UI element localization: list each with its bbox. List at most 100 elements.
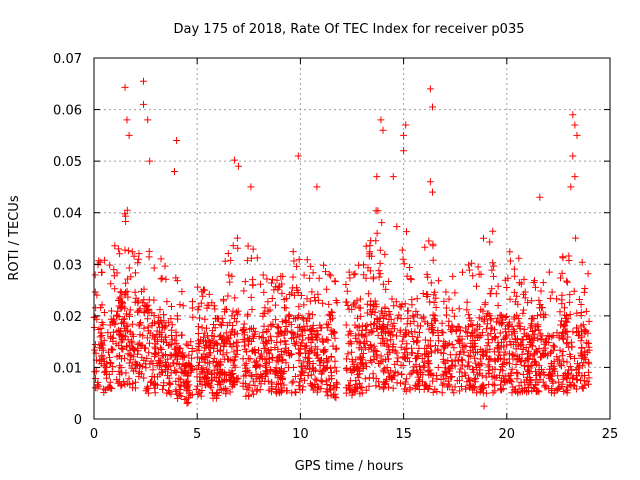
data-point bbox=[187, 338, 195, 346]
data-point bbox=[311, 366, 319, 374]
data-point bbox=[439, 370, 447, 378]
data-point bbox=[122, 279, 130, 287]
data-point bbox=[385, 315, 393, 323]
data-point bbox=[212, 362, 220, 370]
data-point bbox=[558, 317, 565, 325]
data-point bbox=[272, 316, 280, 324]
data-point bbox=[362, 386, 370, 394]
data-point bbox=[399, 255, 407, 263]
data-point bbox=[371, 297, 379, 305]
data-point bbox=[371, 319, 378, 327]
data-point bbox=[319, 338, 327, 346]
data-point bbox=[158, 274, 166, 282]
data-point bbox=[412, 307, 420, 315]
data-point bbox=[150, 264, 158, 272]
data-point bbox=[362, 359, 370, 367]
data-point bbox=[519, 388, 526, 396]
data-point bbox=[146, 339, 153, 347]
data-point bbox=[278, 348, 286, 355]
data-point bbox=[173, 137, 181, 144]
data-point bbox=[497, 386, 505, 394]
data-point bbox=[489, 259, 497, 267]
data-point bbox=[563, 358, 571, 366]
data-point bbox=[538, 366, 545, 373]
data-point bbox=[442, 375, 450, 383]
data-point bbox=[129, 320, 137, 328]
data-point bbox=[331, 334, 339, 342]
data-point bbox=[400, 147, 408, 155]
data-point bbox=[316, 367, 324, 375]
data-point bbox=[144, 116, 152, 124]
data-point bbox=[127, 337, 135, 345]
data-point bbox=[134, 344, 142, 352]
data-point bbox=[301, 376, 308, 384]
data-point bbox=[299, 336, 307, 344]
data-point bbox=[514, 321, 522, 329]
data-point bbox=[288, 389, 296, 397]
data-point bbox=[202, 381, 210, 389]
data-point bbox=[117, 382, 125, 390]
data-point bbox=[174, 355, 181, 363]
data-point bbox=[291, 388, 299, 396]
data-point bbox=[346, 274, 354, 282]
data-point bbox=[194, 390, 202, 398]
data-point bbox=[363, 321, 371, 329]
data-point bbox=[384, 321, 392, 329]
data-point bbox=[296, 378, 303, 386]
data-point bbox=[196, 377, 204, 385]
data-point bbox=[545, 268, 553, 276]
data-point bbox=[168, 303, 175, 310]
data-point bbox=[113, 312, 121, 320]
data-point bbox=[403, 340, 411, 348]
data-point bbox=[545, 385, 553, 393]
data-point bbox=[537, 353, 544, 361]
data-point bbox=[349, 358, 356, 366]
data-point bbox=[150, 335, 158, 343]
data-point bbox=[104, 384, 112, 392]
data-point bbox=[98, 319, 106, 326]
y-axis-label: ROTI / TECUs bbox=[7, 195, 22, 280]
data-point bbox=[477, 332, 485, 340]
data-point bbox=[239, 327, 247, 335]
data-point bbox=[214, 341, 221, 349]
data-point bbox=[325, 270, 333, 278]
data-point bbox=[301, 327, 309, 334]
data-point bbox=[557, 321, 565, 329]
data-point bbox=[132, 269, 139, 277]
data-point bbox=[511, 272, 519, 280]
data-point bbox=[305, 310, 313, 318]
data-point bbox=[378, 219, 386, 227]
data-point bbox=[218, 378, 226, 386]
data-point bbox=[346, 377, 354, 385]
data-point bbox=[146, 157, 154, 165]
data-point bbox=[278, 318, 286, 326]
data-point bbox=[194, 330, 202, 337]
data-point bbox=[140, 77, 147, 85]
data-point bbox=[276, 367, 283, 375]
data-point bbox=[181, 396, 189, 403]
data-point bbox=[157, 317, 165, 324]
data-point bbox=[200, 286, 207, 294]
data-point bbox=[222, 337, 230, 345]
data-point bbox=[348, 348, 356, 356]
data-point bbox=[249, 281, 257, 289]
data-point bbox=[381, 380, 389, 388]
data-point bbox=[343, 355, 350, 363]
data-point bbox=[149, 366, 157, 374]
data-point bbox=[435, 277, 443, 285]
data-point bbox=[452, 327, 460, 335]
data-point bbox=[309, 336, 317, 344]
data-point bbox=[478, 347, 486, 355]
data-point bbox=[100, 389, 108, 396]
data-point bbox=[135, 373, 143, 381]
data-point bbox=[311, 297, 319, 305]
data-point bbox=[376, 259, 384, 267]
data-point bbox=[469, 365, 476, 373]
data-point bbox=[373, 347, 381, 355]
data-point bbox=[558, 352, 566, 360]
data-point bbox=[508, 378, 516, 386]
data-point bbox=[266, 332, 274, 340]
data-point bbox=[124, 247, 132, 255]
data-point bbox=[172, 350, 180, 358]
data-point bbox=[379, 126, 387, 134]
